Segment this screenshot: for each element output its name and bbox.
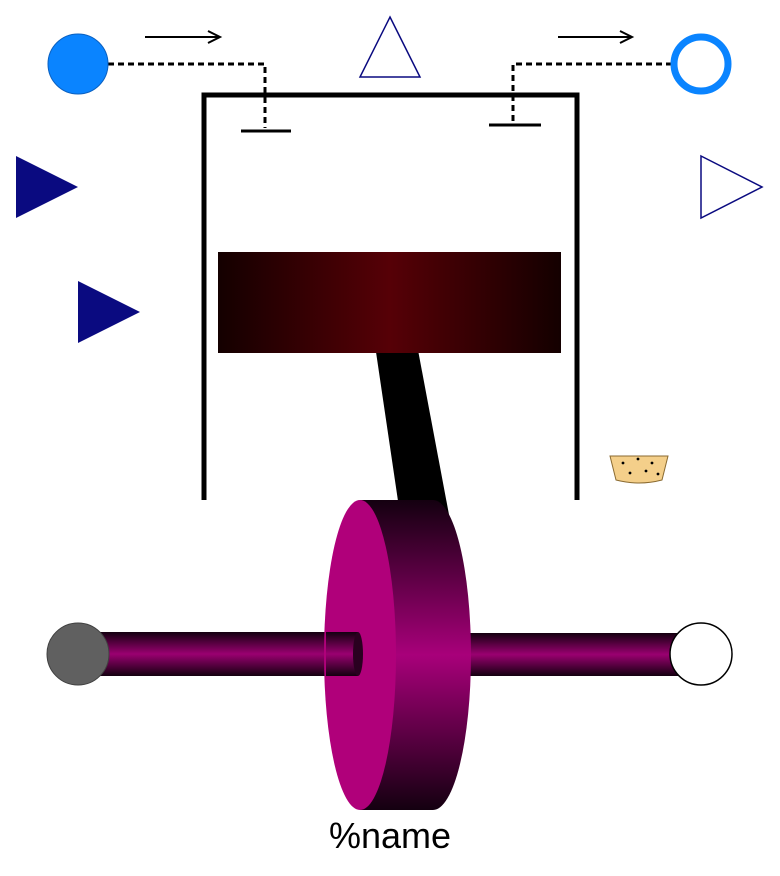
fluid-inlet-port[interactable] [47,33,109,95]
crank-disk [324,500,471,810]
outlet-flow-arrow [558,30,635,44]
input-signal-2-triangle[interactable] [78,281,140,343]
shaft-right-flange[interactable] [669,622,733,686]
heat-port-icon[interactable] [609,455,669,484]
piston [218,252,561,353]
connecting-rod [376,350,450,528]
outlet-connection-line [511,62,672,126]
fluid-outlet-port[interactable] [670,33,732,95]
input-signal-1-triangle[interactable] [16,156,78,218]
inlet-flow-arrow [145,30,223,44]
shaft-stub [326,632,363,676]
output-signal-right-triangle[interactable] [700,154,764,220]
shaft-right [462,633,700,676]
shaft-left-flange[interactable] [46,622,110,686]
inlet-connection-line [108,62,267,128]
component-name-label: %name [328,815,452,856]
output-signal-top-triangle[interactable] [358,15,422,78]
shaft-left [78,632,362,676]
cylinder-wall [201,92,580,500]
